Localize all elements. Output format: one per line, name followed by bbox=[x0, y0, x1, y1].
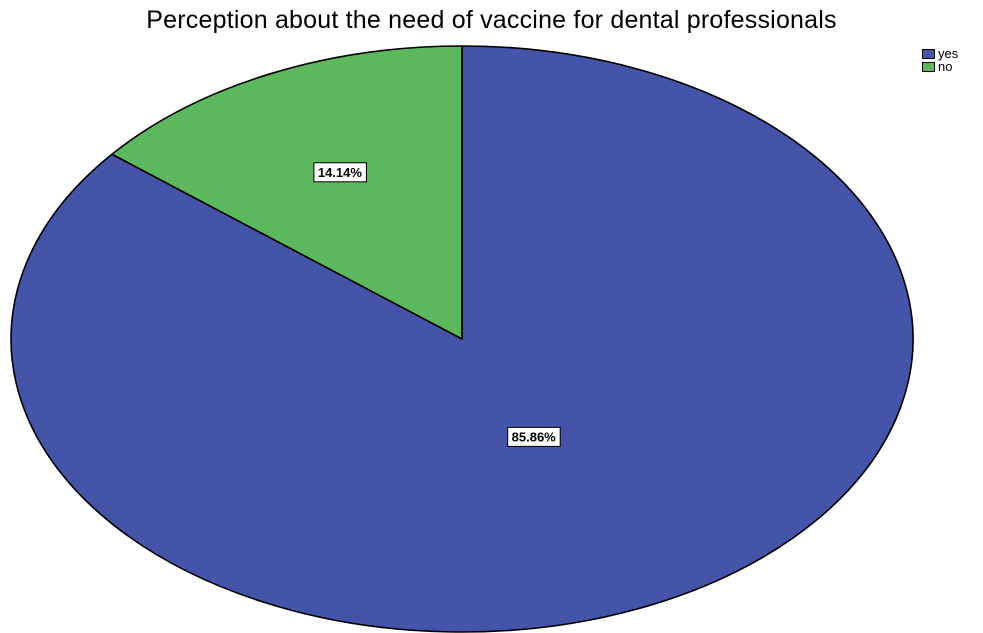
legend-item-no: no bbox=[922, 60, 958, 73]
slice-label-box-no bbox=[313, 162, 367, 183]
pie-slice-no bbox=[111, 45, 463, 340]
slice-label-text-yes: 85.86% bbox=[512, 429, 557, 444]
slice-label-yes: 85.86% bbox=[507, 426, 561, 447]
legend-label-no: no bbox=[938, 59, 953, 74]
legend-swatch-no bbox=[922, 61, 935, 72]
legend-swatch-yes bbox=[922, 48, 935, 59]
chart-title: Perception about the need of vaccine for… bbox=[146, 6, 837, 34]
slice-label-text-no: 14.14% bbox=[318, 165, 363, 180]
legend-item-yes: yes bbox=[922, 47, 958, 60]
slice-label-box-yes bbox=[507, 426, 561, 447]
legend-label-yes: yes bbox=[938, 46, 959, 61]
slice-label-no: 14.14% bbox=[313, 162, 367, 183]
legend: yes no bbox=[922, 47, 958, 73]
